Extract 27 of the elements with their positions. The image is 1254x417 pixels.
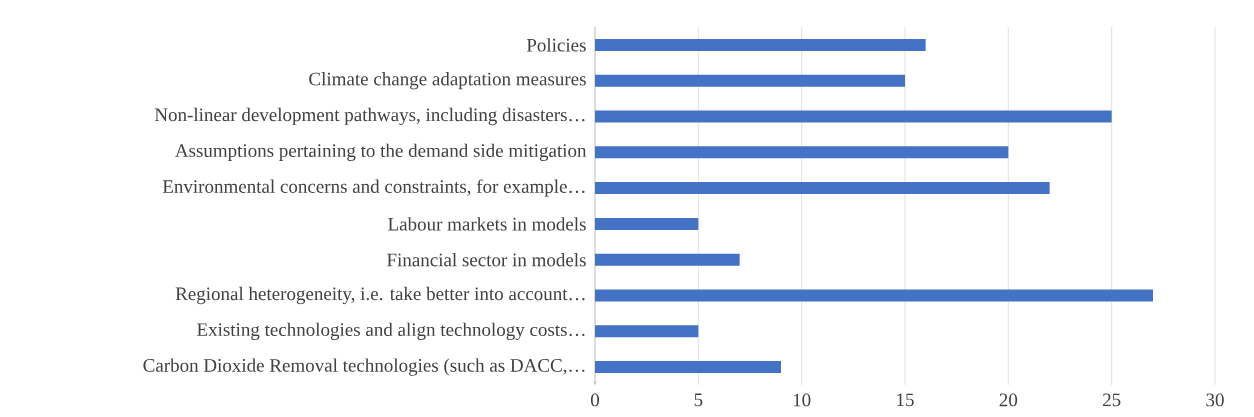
- y-tick-label: Carbon Dioxide Removal technologies (such as DACC,…: [143, 358, 585, 376]
- y-tick-label: Non-linear development pathways, including disasters…: [154, 107, 585, 126]
- y-tick-label: Environmental concerns and constraints, for example…: [162, 179, 585, 197]
- y-tick-label: Policies: [526, 38, 586, 52]
- bar: [595, 38, 926, 51]
- y-tick-label: Assumptions pertaining to the demand side mitigation: [175, 143, 587, 161]
- y-tick-label: Existing technologies and align technology costs…: [197, 322, 585, 340]
- x-tick-label: 15: [897, 393, 914, 407]
- bar: [595, 289, 1153, 302]
- x-tick-label: 10: [793, 393, 811, 407]
- bar: [595, 325, 699, 338]
- bar: [595, 74, 905, 87]
- x-tick-label: 20: [999, 393, 1018, 407]
- bar: [595, 110, 1112, 123]
- x-tick-label: 25: [1102, 393, 1121, 407]
- y-tick-label: Regional heterogeneity, i.e. take better into account…: [175, 286, 585, 305]
- y-tick-label: Climate change adaptation measures: [309, 72, 586, 90]
- x-tick-label: 5: [694, 393, 703, 407]
- y-tick-label: Financial sector in models: [387, 253, 586, 267]
- x-tick-label: 0: [590, 393, 600, 407]
- bar: [595, 182, 1050, 195]
- bar: [595, 217, 699, 230]
- x-tick-label: 30: [1206, 393, 1224, 407]
- bar: [595, 253, 740, 266]
- bar: [595, 146, 1009, 159]
- bar: [595, 361, 781, 374]
- y-tick-label: Labour markets in models: [388, 217, 586, 231]
